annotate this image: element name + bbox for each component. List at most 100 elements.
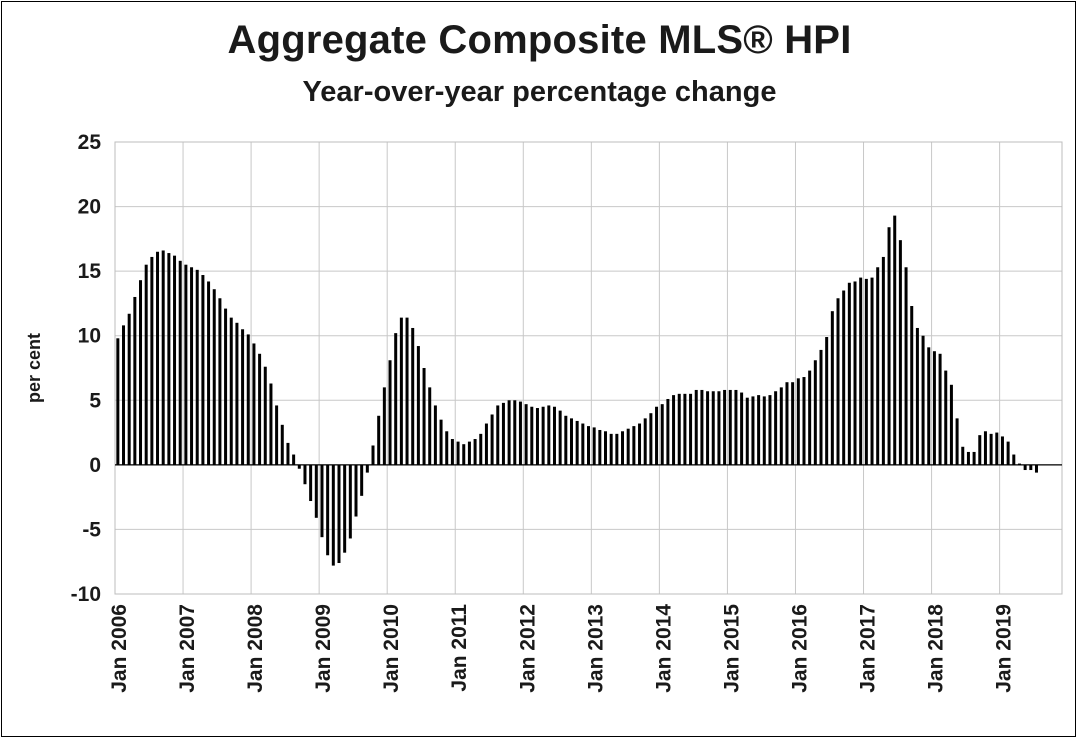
bar: [218, 298, 222, 465]
bar: [626, 428, 630, 465]
bar: [161, 250, 165, 465]
bar: [581, 423, 585, 465]
bar: [757, 395, 761, 465]
bar: [1012, 454, 1016, 465]
bar: [779, 387, 783, 465]
chart-subtitle: Year-over-year percentage change: [302, 76, 777, 108]
bar: [1023, 464, 1027, 471]
bar: [309, 464, 313, 502]
bar: [564, 415, 568, 465]
bar: [876, 267, 880, 465]
bar: [558, 410, 562, 465]
bar: [864, 278, 868, 465]
bar: [785, 382, 789, 465]
bar: [944, 370, 948, 465]
y-tick-label: 20: [78, 196, 101, 219]
bar: [966, 451, 970, 465]
bar: [893, 215, 897, 465]
bar: [723, 389, 727, 465]
bar: [439, 419, 443, 465]
bar: [473, 439, 477, 465]
x-tick-label: Jan 2015: [720, 604, 743, 693]
bar: [530, 406, 534, 465]
bar: [859, 277, 863, 465]
bar: [983, 431, 987, 465]
bar: [717, 391, 721, 465]
x-tick-label: Jan 2014: [652, 604, 675, 693]
bar: [700, 389, 704, 465]
bar: [450, 439, 454, 465]
bar: [745, 397, 749, 465]
bar: [224, 308, 228, 465]
bar: [683, 393, 687, 465]
bar: [377, 415, 381, 465]
bar: [467, 441, 471, 465]
bar: [791, 382, 795, 465]
bar: [870, 277, 874, 465]
bar: [830, 311, 834, 465]
bar: [1006, 441, 1010, 465]
x-tick-label: Jan 2017: [857, 604, 880, 693]
x-tick-label: Jan 2016: [788, 604, 811, 693]
bar: [235, 322, 239, 465]
x-tick-label: Jan 2009: [312, 604, 335, 693]
bar: [575, 420, 579, 465]
bar: [275, 405, 279, 465]
bar: [122, 325, 126, 465]
bar: [609, 433, 613, 465]
x-tick-label: Jan 2011: [448, 604, 471, 692]
bar: [672, 395, 676, 465]
bars-layer: [116, 215, 1038, 566]
bar: [201, 275, 205, 465]
bar: [762, 396, 766, 465]
bar: [399, 317, 403, 465]
bar: [910, 306, 914, 465]
bar: [490, 414, 494, 465]
bar: [258, 353, 262, 465]
x-tick-label: Jan 2018: [925, 604, 948, 693]
bar: [326, 464, 330, 556]
bar: [207, 281, 211, 465]
bar: [297, 464, 301, 469]
bar: [178, 260, 182, 465]
bar: [371, 445, 375, 465]
bar: [1034, 464, 1038, 473]
bar: [887, 227, 891, 465]
bar: [428, 387, 432, 465]
bar: [167, 253, 171, 465]
x-tick-label: Jan 2010: [380, 604, 403, 693]
bar: [337, 464, 341, 564]
bar: [501, 402, 505, 465]
bar: [212, 289, 216, 465]
bar: [666, 398, 670, 465]
bar: [303, 464, 307, 485]
bar: [972, 451, 976, 465]
bar: [660, 404, 664, 465]
bar: [734, 389, 738, 465]
x-tick-label: Jan 2008: [244, 604, 267, 693]
bar: [263, 366, 267, 465]
bar: [462, 444, 466, 465]
bar: [133, 296, 137, 465]
x-tick-label: Jan 2006: [108, 604, 131, 693]
bar: [116, 338, 120, 465]
grid-layer: [114, 141, 1063, 595]
bar: [382, 387, 386, 465]
bar: [694, 389, 698, 465]
y-tick-label: 0: [89, 454, 101, 477]
bar: [280, 424, 284, 465]
axis-layer: 25 20 15 10 5 0 -5 -10 Jan 2006 Jan 2007 Jan 2008 J…: [71, 131, 1062, 693]
bar: [156, 251, 160, 465]
bar: [655, 406, 659, 465]
bar: [314, 464, 318, 518]
bar: [190, 267, 194, 465]
bar: [819, 349, 823, 465]
bar: [615, 433, 619, 465]
bar: [127, 313, 131, 465]
bar: [638, 423, 642, 465]
bar: [184, 264, 188, 465]
bar: [598, 429, 602, 465]
bar: [649, 413, 653, 465]
bar: [808, 370, 812, 465]
